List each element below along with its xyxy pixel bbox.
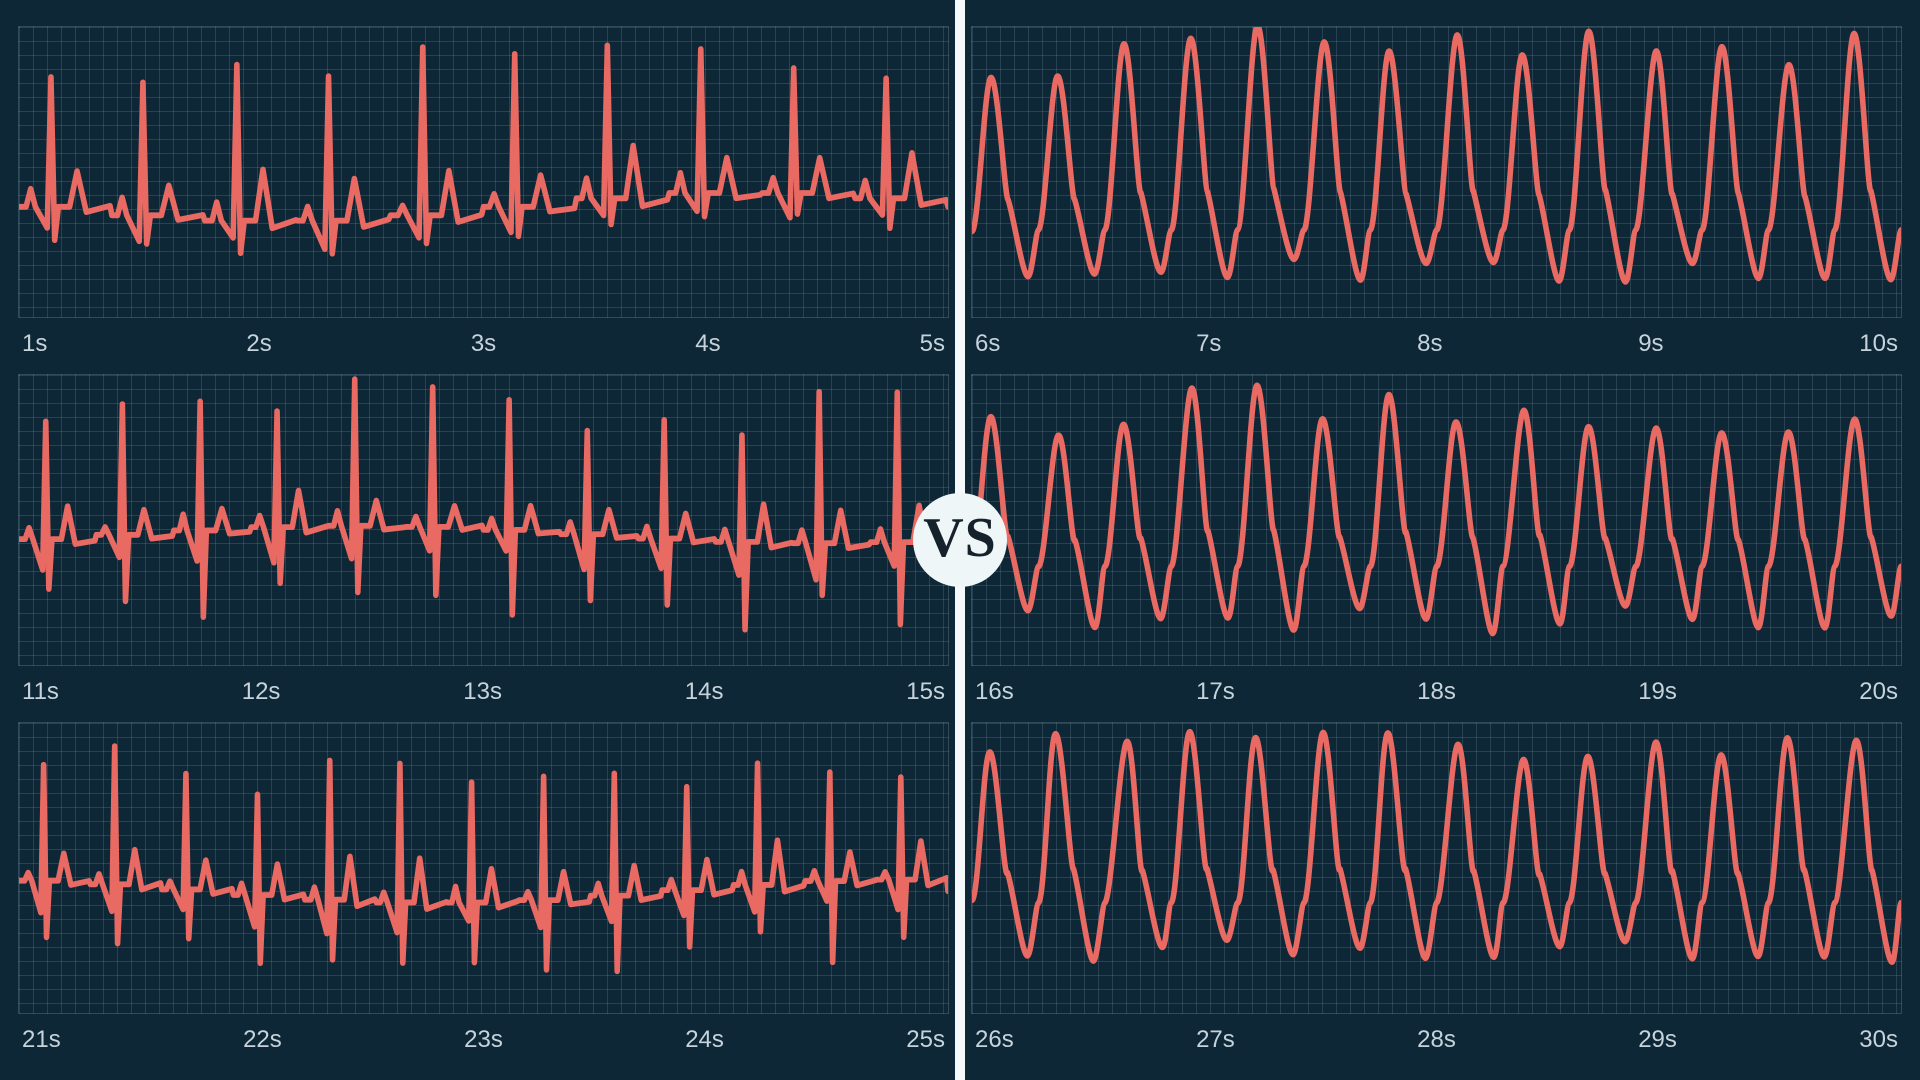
tick-label: 26s — [975, 1026, 1014, 1054]
tick-label: 20s — [1859, 678, 1898, 706]
xaxis-5: 21s 22s 23s 24s 25s — [18, 1014, 949, 1062]
tick-label: 13s — [463, 678, 502, 706]
tick-label: 22s — [243, 1026, 282, 1054]
tick-label: 17s — [1196, 678, 1235, 706]
tick-label: 27s — [1196, 1026, 1235, 1054]
panel-2: 6s 7s 8s 9s 10s — [971, 26, 1902, 366]
xaxis-2: 6s 7s 8s 9s 10s — [971, 318, 1902, 366]
chart-6 — [971, 722, 1902, 1014]
tick-label: 14s — [685, 678, 724, 706]
tick-label: 9s — [1638, 330, 1663, 358]
tick-label: 21s — [22, 1026, 61, 1054]
tick-label: 3s — [471, 330, 496, 358]
tick-label: 29s — [1638, 1026, 1677, 1054]
chart-5 — [18, 722, 949, 1014]
xaxis-3: 11s 12s 13s 14s 15s — [18, 666, 949, 714]
tick-label: 15s — [906, 678, 945, 706]
xaxis-4: 16s 17s 18s 19s 20s — [971, 666, 1902, 714]
panel-5: 21s 22s 23s 24s 25s — [18, 722, 949, 1062]
tick-label: 24s — [685, 1026, 724, 1054]
chart-1 — [18, 26, 949, 318]
tick-label: 2s — [246, 330, 271, 358]
chart-2 — [971, 26, 1902, 318]
xaxis-1: 1s 2s 3s 4s 5s — [18, 318, 949, 366]
panel-1: 1s 2s 3s 4s 5s — [18, 26, 949, 366]
vs-badge: VS — [913, 493, 1007, 587]
tick-label: 10s — [1859, 330, 1898, 358]
panel-4: 16s 17s 18s 19s 20s — [971, 374, 1902, 714]
xaxis-6: 26s 27s 28s 29s 30s — [971, 1014, 1902, 1062]
tick-label: 4s — [695, 330, 720, 358]
chart-4 — [971, 374, 1902, 666]
tick-label: 18s — [1417, 678, 1456, 706]
vs-label: VS — [923, 506, 997, 570]
tick-label: 16s — [975, 678, 1014, 706]
chart-3 — [18, 374, 949, 666]
tick-label: 30s — [1859, 1026, 1898, 1054]
tick-label: 28s — [1417, 1026, 1456, 1054]
tick-label: 11s — [22, 678, 59, 706]
tick-label: 7s — [1196, 330, 1221, 358]
tick-label: 12s — [242, 678, 281, 706]
tick-label: 5s — [920, 330, 945, 358]
panel-3: 11s 12s 13s 14s 15s — [18, 374, 949, 714]
tick-label: 1s — [22, 330, 47, 358]
tick-label: 8s — [1417, 330, 1442, 358]
tick-label: 23s — [464, 1026, 503, 1054]
panel-6: 26s 27s 28s 29s 30s — [971, 722, 1902, 1062]
tick-label: 6s — [975, 330, 1000, 358]
tick-label: 25s — [906, 1026, 945, 1054]
tick-label: 19s — [1638, 678, 1677, 706]
